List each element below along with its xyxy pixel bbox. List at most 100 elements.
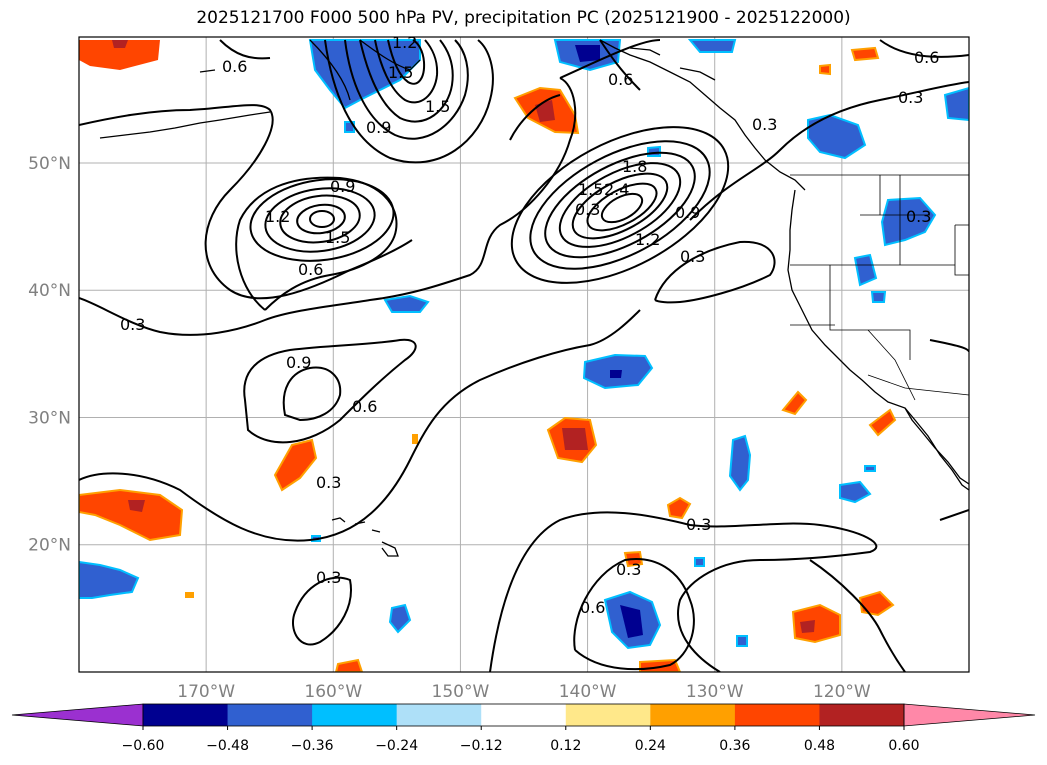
precip-negative-area: [870, 291, 887, 303]
colorbar-tick-label: 0.24: [635, 738, 666, 754]
pv-contour-0.3-east: [654, 240, 776, 304]
contour-label: 1.2: [392, 33, 417, 52]
colorbar-segment: [396, 704, 482, 726]
latitude-label: 40°N: [28, 281, 71, 301]
colorbar-segment: [565, 704, 651, 726]
contour-label: 0.3: [120, 315, 145, 334]
precip-negative-core: [610, 370, 622, 378]
pv-contour-0.6-c: [573, 558, 695, 671]
precip-positive-area: [334, 658, 364, 672]
contour-label: 1.5: [388, 63, 413, 82]
pv-contour-0.3-right: [689, 81, 969, 221]
pv-contour-1.8-central: [571, 172, 669, 240]
pv-contour-1.2-west: [264, 187, 376, 253]
pv-contour-labels: 0.6 0.6 0.3 0.9 1.5 1.2 0.9 1.5 0.6 0.3 …: [120, 33, 939, 617]
contour-label: 0.9: [330, 177, 355, 196]
pv-contour-0.9-west: [249, 178, 395, 262]
precip-positive-core: [562, 428, 588, 450]
pv-contour-0.3-small: [292, 576, 352, 646]
baja-coast: [904, 407, 969, 485]
precip-negative-core: [620, 605, 643, 638]
colorbar-extend-high: [903, 703, 1036, 727]
precip-negative-area: [728, 434, 752, 492]
precip-negative-area: [647, 145, 661, 157]
precip-positive-area: [79, 40, 160, 70]
precip-negative-area: [388, 603, 412, 634]
map-frame: [78, 36, 970, 673]
colorbar-frame: [142, 703, 905, 727]
longitude-label: 120°W: [813, 682, 871, 702]
contour-label: 2.4: [604, 180, 629, 199]
precip-positive-area: [868, 408, 897, 437]
pv-contour-0.9-central: [529, 140, 711, 270]
colorbar-segment: [227, 704, 313, 726]
precip-negative-area: [79, 560, 140, 599]
contour-label: 0.6: [298, 260, 323, 279]
precip-negative-area: [807, 113, 867, 160]
latitude-labels: 50°N 40°N 30°N 20°N: [28, 154, 71, 556]
contour-label: 0.3: [752, 115, 777, 134]
pv-contour-2.4-central: [600, 192, 644, 224]
pv-contour-2.1-west: [309, 210, 335, 228]
colorbar-tick-label: 0.60: [888, 738, 919, 754]
precip-positive-area: [666, 496, 692, 520]
colorbar-tick-label: −0.48: [206, 738, 249, 754]
colorbar-segment: [734, 704, 820, 726]
precip-positive-core: [112, 40, 128, 48]
longitude-label: 140°W: [559, 682, 617, 702]
latitude-label: 20°N: [28, 536, 71, 556]
colorbar-tick-label: 0.12: [550, 738, 581, 754]
colorbar-segment: [650, 704, 736, 726]
precip-positive-area: [791, 603, 841, 644]
colorbar: −0.60 −0.48 −0.36 −0.24 −0.12 0.12 0.24 0.36 0.4…: [11, 703, 1036, 754]
border-layer: [790, 174, 969, 401]
contour-label: 1.5: [325, 228, 350, 247]
precip-negative-core: [575, 45, 600, 62]
pv-contour-alaska-3: [374, 39, 439, 104]
pv-contour-0.6-e: [509, 94, 561, 141]
hawaii-islands: [331, 517, 399, 557]
alaska-panhandle-coast: [599, 39, 806, 191]
pv-contour-0.9-b: [282, 366, 342, 422]
colorbar-tick-label: −0.36: [291, 738, 334, 754]
colorbar-tick-label: 0.36: [719, 738, 750, 754]
longitude-labels: 170°W 160°W 150°W 140°W 130°W 120°W: [177, 682, 871, 702]
contour-label: 0.3: [898, 88, 923, 107]
latitude-label: 50°N: [28, 154, 71, 174]
colorbar-segment: [481, 704, 567, 726]
pv-contour-1.5-central: [558, 162, 682, 248]
contour-label: 0.6: [222, 57, 247, 76]
mexico-border: [867, 374, 969, 396]
contour-label: 0.9: [675, 203, 700, 222]
contour-label: 1.2: [265, 207, 290, 226]
precip-negative-area: [687, 39, 737, 53]
coastline-layer: [99, 39, 969, 557]
contour-label: 0.3: [680, 247, 705, 266]
contour-label: 1.5: [425, 97, 450, 116]
colorbar-extend-low: [11, 703, 144, 727]
alaska-coast: [99, 39, 421, 139]
contour-label: 1.5: [578, 180, 603, 199]
contour-label: 1.2: [635, 230, 660, 249]
contour-label: 0.6: [352, 397, 377, 416]
pv-contour-alaska-4: [387, 39, 426, 85]
pv-contour-1.5-west: [279, 194, 361, 244]
precip-positive-core: [800, 620, 815, 633]
precip-negative-area: [880, 196, 937, 247]
precip-positive-area: [273, 438, 318, 492]
contour-label: 1.8: [622, 157, 647, 176]
colorbar-tick-label: −0.12: [460, 738, 503, 754]
contour-label: 0.3: [906, 207, 931, 226]
colorbar-tick-label: −0.60: [122, 738, 165, 754]
precip-negative-area: [943, 86, 969, 122]
contour-label: 0.6: [608, 70, 633, 89]
longitude-label: 160°W: [304, 682, 362, 702]
precip-negative-area: [736, 635, 748, 647]
precip-positive-area: [185, 592, 194, 598]
precip-fill-layer: [79, 39, 969, 672]
pv-contour-0.3: [79, 39, 661, 336]
pv-contour-0.6-central: [510, 126, 730, 284]
precip-positive-core: [128, 500, 145, 512]
precip-positive-area: [850, 46, 880, 62]
